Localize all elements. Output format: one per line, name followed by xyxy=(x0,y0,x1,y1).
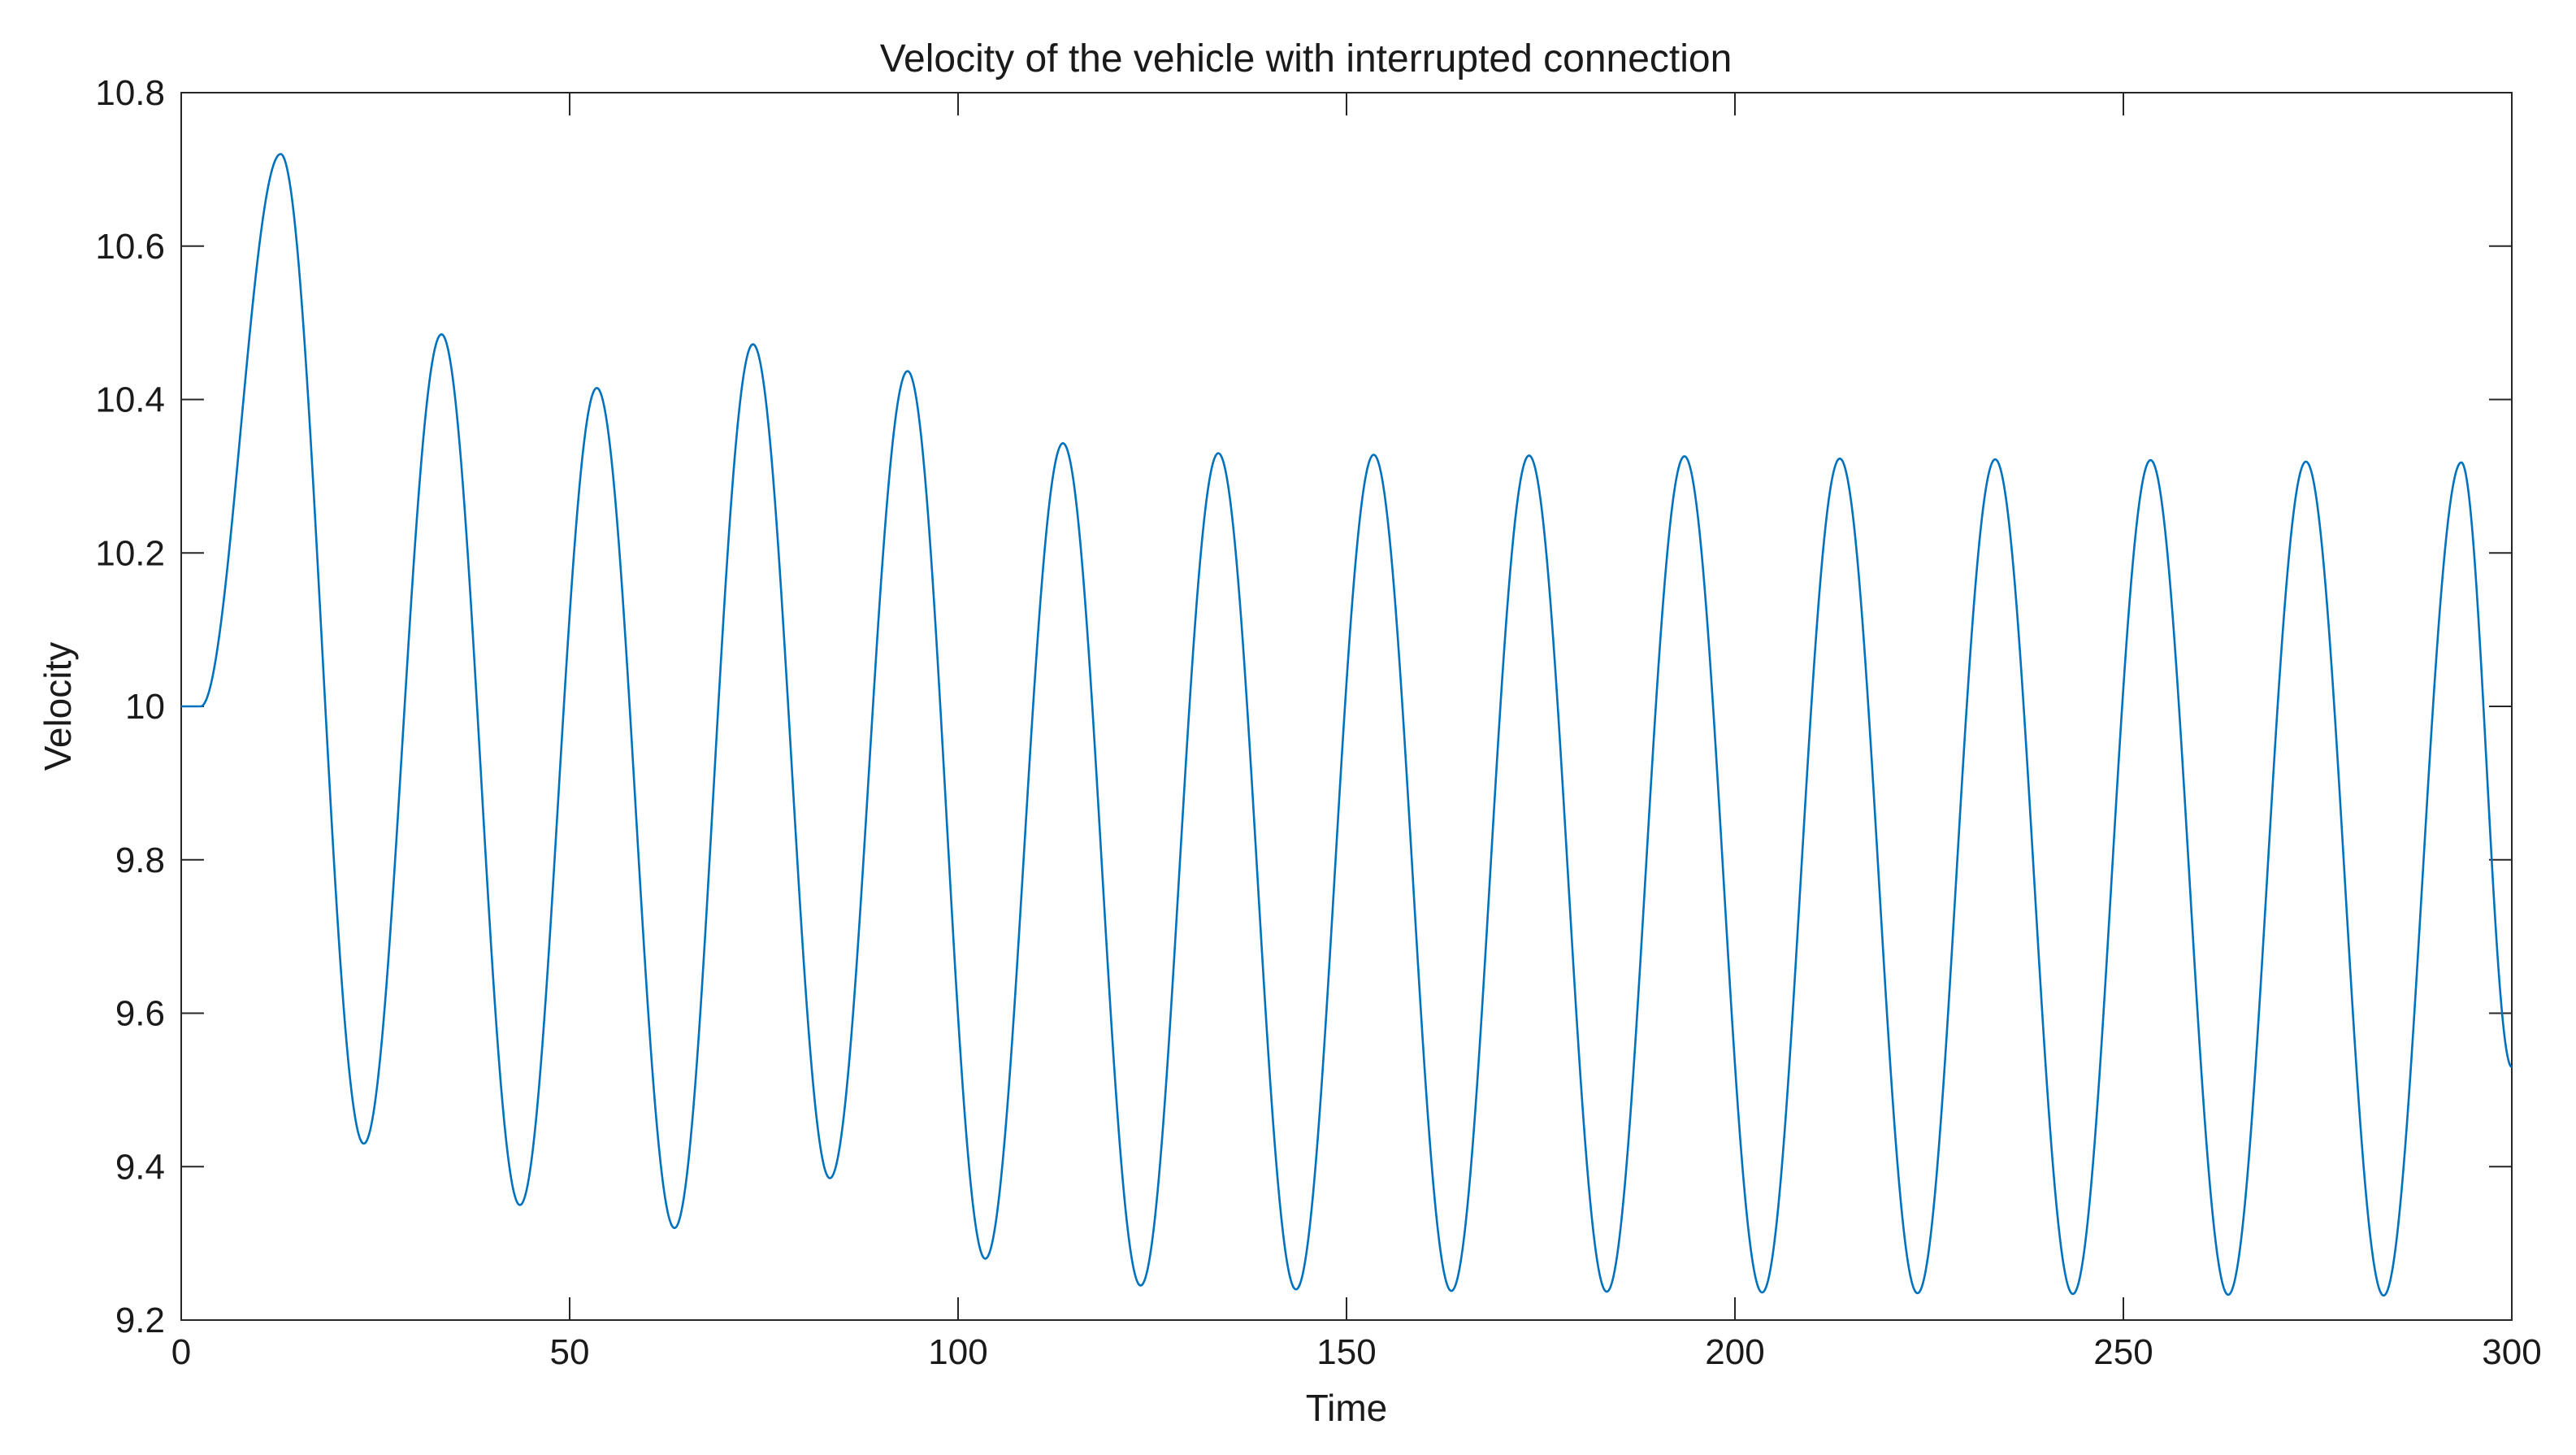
y-axis-label: Velocity xyxy=(37,642,79,771)
y-tick-label: 10 xyxy=(125,687,165,727)
x-axis-label: Time xyxy=(1306,1387,1388,1429)
y-tick-label: 10.2 xyxy=(95,533,165,573)
y-tick-label: 9.4 xyxy=(115,1147,165,1187)
series-layer xyxy=(180,153,2513,1297)
y-tick-label: 9.8 xyxy=(115,840,165,880)
x-axis-ticks: 0 50 100 150 200 250 300 xyxy=(171,93,2542,1372)
x-tick-label: 150 xyxy=(1316,1332,1376,1372)
x-tick-label: 200 xyxy=(1705,1332,1764,1372)
y-tick-label: 10.4 xyxy=(95,380,165,420)
x-tick-label: 100 xyxy=(928,1332,987,1372)
series-line-velocity xyxy=(180,153,2513,1297)
y-tick-label: 10.6 xyxy=(95,227,165,267)
x-tick-label: 300 xyxy=(2482,1332,2541,1372)
y-axis-ticks: 9.2 9.4 9.6 9.8 10 10.2 10.4 10.6 10.8 xyxy=(95,73,2512,1340)
chart-title: Velocity of the vehicle with interrupted… xyxy=(880,37,1733,80)
x-tick-label: 250 xyxy=(2093,1332,2153,1372)
x-tick-label: 0 xyxy=(171,1332,191,1372)
plot-area: 0 50 100 150 200 250 300 9.2 9.4 9.6 9.8 10 10.2 10.… xyxy=(95,73,2541,1372)
x-tick-label: 50 xyxy=(550,1332,590,1372)
y-tick-label: 9.2 xyxy=(115,1301,165,1340)
y-tick-label: 9.6 xyxy=(115,994,165,1034)
y-tick-label: 10.8 xyxy=(95,73,165,113)
